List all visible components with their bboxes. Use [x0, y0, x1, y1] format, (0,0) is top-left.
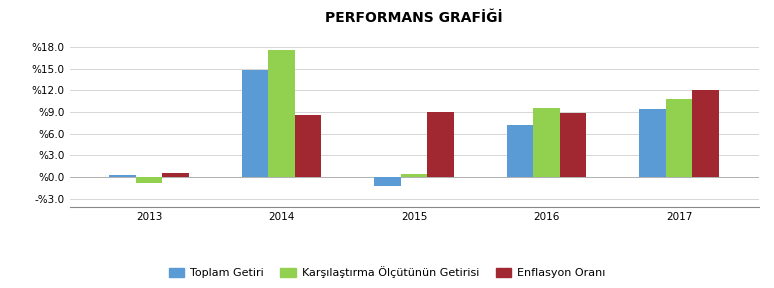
Bar: [692, 90, 719, 177]
Bar: [136, 177, 163, 183]
Bar: [427, 112, 454, 177]
Bar: [295, 115, 321, 177]
Bar: [242, 70, 269, 177]
Bar: [639, 109, 666, 177]
Bar: [375, 177, 401, 186]
Bar: [560, 113, 587, 177]
Bar: [401, 174, 427, 177]
Bar: [109, 175, 136, 177]
Bar: [507, 125, 533, 177]
Legend: Toplam Getiri, Karşılaştırma Ölçütünün Getirisi, Enflasyon Oranı: Toplam Getiri, Karşılaştırma Ölçütünün G…: [164, 262, 610, 283]
Bar: [666, 99, 692, 177]
Bar: [269, 50, 295, 177]
Title: PERFORMANS GRAFİĞİ: PERFORMANS GRAFİĞİ: [325, 11, 503, 25]
Bar: [533, 108, 560, 177]
Bar: [163, 173, 189, 177]
